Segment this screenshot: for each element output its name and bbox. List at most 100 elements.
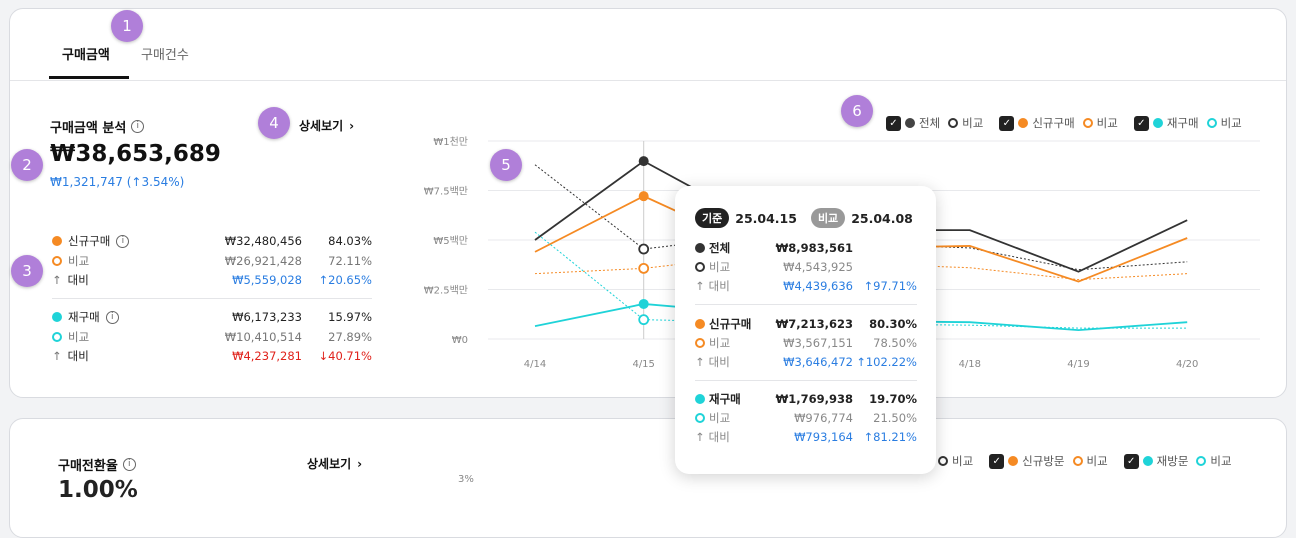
tooltip-main-row-value: ₩1,769,938 <box>775 392 853 406</box>
legend2-revisit[interactable]: ✓ 재방문 비교 <box>1123 453 1232 469</box>
ring-icon <box>695 413 705 423</box>
legend-new[interactable]: ✓ 신규구매 비교 <box>999 115 1118 131</box>
checkbox-checked-icon[interactable]: ✓ <box>886 115 901 131</box>
legend-compare-label: 비교 <box>1220 116 1242 130</box>
new-compare-row: 비교 ₩26,921,428 72.11% <box>52 252 372 270</box>
tooltip-diff-row-value: ₩3,646,472 <box>783 355 853 369</box>
info-icon[interactable]: i <box>116 234 130 248</box>
annotation-badge: 6 <box>841 95 873 127</box>
detail-link[interactable]: 상세보기 › <box>299 117 354 134</box>
tooltip-compare-row-pct: 21.50% <box>873 411 917 425</box>
tab-bar: 구매금액 구매건수 <box>10 9 1286 81</box>
section2-legend: 비교 ✓ 신규방문 비교 ✓ 재방문 비교 <box>938 453 1248 469</box>
tt-label: 전체 <box>709 241 731 255</box>
checkbox-checked-icon[interactable]: ✓ <box>1133 115 1149 131</box>
repeat-diff-label: 대비 <box>67 349 89 363</box>
arrow-up-icon: ↑ <box>695 430 705 444</box>
ring-icon <box>938 456 948 466</box>
tooltip-diff-row: ↑ 대비 ₩793,164 ↑81.21% <box>695 429 917 445</box>
tab-purchase-amount[interactable]: 구매금액 <box>62 48 110 63</box>
tooltip-main-row: 재구매 ₩1,769,938 19.70% <box>695 391 917 407</box>
repeat-diff-row: ↑ 대비 ₩4,237,281 ↓40.71% <box>52 347 372 365</box>
repeat-ring-icon <box>52 332 62 342</box>
tooltip-diff-row-value: ₩793,164 <box>794 430 853 444</box>
legend-total[interactable]: ✓ 전체 비교 <box>886 115 983 131</box>
section2-big: 1.00% <box>58 477 138 503</box>
y-tick-label: ₩1천만 <box>433 136 468 148</box>
tooltip-compare-row-value: ₩4,543,925 <box>783 260 853 274</box>
arrow-up-icon: ↑ <box>695 279 705 293</box>
section2-title: 구매전환율 i <box>58 455 136 474</box>
legend2-compare-label: 비교 <box>952 454 974 468</box>
total-amount: ₩38,653,689 <box>50 141 221 167</box>
tooltip-diff-row: ↑ 대비 ₩4,439,636 ↑97.71% <box>695 278 917 294</box>
tooltip-diff-row-pct: ↑81.21% <box>863 430 918 444</box>
repeat-dot-icon <box>52 312 62 322</box>
tt-compare-label: 비교 <box>709 336 731 350</box>
tooltip-main-row-pct: 19.70% <box>869 392 917 406</box>
section2-y-tick: 3% <box>458 474 474 485</box>
x-tick-label: 4/19 <box>1067 359 1089 370</box>
tooltip-compare-row-value: ₩976,774 <box>794 411 853 425</box>
checkbox-checked-icon[interactable]: ✓ <box>1123 453 1139 469</box>
dot-icon <box>1142 456 1153 466</box>
ring-icon <box>1072 456 1083 466</box>
tooltip-compare-row-value: ₩3,567,151 <box>783 336 853 350</box>
point-marker <box>638 298 649 309</box>
tooltip-compare-row: 비교 ₩976,774 21.50% <box>695 410 917 426</box>
ring-icon <box>1082 118 1093 128</box>
annotation-badge: 5 <box>490 149 522 181</box>
tt-label: 재구매 <box>709 392 741 406</box>
section2-detail-label: 상세보기 <box>307 457 352 471</box>
checkbox-checked-icon[interactable]: ✓ <box>999 115 1015 131</box>
x-tick-label: 4/15 <box>632 359 654 370</box>
tt-compare-label: 비교 <box>709 411 731 425</box>
tooltip-diff-row: ↑ 대비 ₩3,646,472 ↑102.22% <box>695 354 917 370</box>
dot-icon <box>695 243 705 253</box>
arrow-up-icon: ↑ <box>52 349 62 363</box>
new-value: ₩32,480,456 <box>224 234 302 248</box>
tab-purchase-count[interactable]: 구매건수 <box>141 48 189 63</box>
dot-icon <box>1018 118 1029 128</box>
tooltip-compare-row: 비교 ₩3,567,151 78.50% <box>695 335 917 351</box>
ring-icon <box>1206 118 1217 128</box>
compare-point-marker <box>638 262 650 274</box>
point-marker <box>638 191 649 202</box>
tooltip-compare-row-pct: 78.50% <box>873 336 917 350</box>
legend-total-label: 전체 <box>919 116 941 130</box>
purchase-amount-card: 구매금액 구매건수 구매금액 분석 i 상세보기 › ₩38,653,689 ₩… <box>9 8 1287 398</box>
info-icon[interactable]: i <box>122 458 136 471</box>
x-tick-label: 4/20 <box>1176 359 1198 370</box>
legend-compare-label: 비교 <box>1096 116 1118 130</box>
repeat-pct: 15.97% <box>328 310 372 324</box>
conversion-rate-card: 구매전환율 i 상세보기 › 1.00% 3% 비교 ✓ 신규방문 비교 ✓ 재… <box>9 418 1287 538</box>
checkbox-checked-icon[interactable]: ✓ <box>989 453 1005 469</box>
legend2-total-compare[interactable]: 비교 <box>938 453 973 469</box>
chart-tooltip: 기준 25.04.15 비교 25.04.08 전체 ₩8,983,561 비교 ₩4… <box>675 186 936 474</box>
repeat-diff-pct: ↓40.71% <box>318 349 373 363</box>
y-tick-label: ₩0 <box>452 335 468 346</box>
tooltip-main-row-pct: 80.30% <box>869 317 917 331</box>
new-dot-icon <box>52 236 62 246</box>
ring-icon <box>1196 456 1207 466</box>
tooltip-main-row: 전체 ₩8,983,561 <box>695 240 917 256</box>
compare-pill: 비교 <box>810 208 846 228</box>
dot-icon <box>1152 118 1163 128</box>
repeat-diff-value: ₩4,237,281 <box>232 349 302 363</box>
annotation-badge: 4 <box>258 107 290 139</box>
legend2-new-visit[interactable]: ✓ 신규방문 비교 <box>989 453 1108 469</box>
section-title-text: 구매금액 분석 <box>50 121 127 136</box>
section2-detail-link[interactable]: 상세보기 › <box>307 455 362 472</box>
base-pill: 기준 <box>695 208 730 228</box>
info-icon[interactable]: i <box>105 310 119 324</box>
info-icon[interactable]: i <box>131 120 145 133</box>
new-diff-pct: ↑20.65% <box>318 273 373 287</box>
legend2-revisit-label: 재방문 <box>1156 454 1189 468</box>
new-compare-value: ₩26,921,428 <box>224 254 302 268</box>
y-tick-label: ₩5백만 <box>433 235 468 247</box>
ring-icon <box>948 118 959 128</box>
annotation-badge: 2 <box>11 149 43 181</box>
legend-repeat[interactable]: ✓ 재구매 비교 <box>1133 115 1242 131</box>
repeat-label: 재구매 <box>68 310 100 324</box>
compare-point-marker <box>638 243 650 255</box>
